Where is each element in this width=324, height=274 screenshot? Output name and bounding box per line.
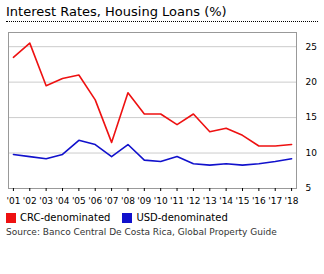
svg-text:'13: '13 [203, 196, 217, 206]
html-text:Interest Rates, Housing Loans: Interest Rates, Housing Loans (%) [6, 4, 227, 19]
svg-text:'03: '03 [39, 196, 53, 206]
html-text:USD-denominated: USD-denominated [136, 212, 228, 223]
svg-text:'01: '01 [6, 196, 20, 206]
svg-text:'02: '02 [23, 196, 37, 206]
svg-text:5: 5 [306, 183, 312, 193]
svg-text:'18: '18 [285, 196, 299, 206]
svg-text:'12: '12 [186, 196, 200, 206]
svg-text:15: 15 [306, 112, 317, 122]
svg-text:'14: '14 [219, 196, 233, 206]
svg-text:25: 25 [306, 42, 317, 52]
svg-text:'11: '11 [170, 196, 184, 206]
svg-text:'16: '16 [252, 196, 266, 206]
svg-text:20: 20 [306, 77, 318, 87]
html-text:Source: Banco Central De Costa: Source: Banco Central De Costa Rica, Glo… [6, 227, 277, 237]
svg-text:'15: '15 [236, 196, 250, 206]
svg-text:'17: '17 [268, 196, 282, 206]
svg-text:10: 10 [306, 148, 318, 158]
svg-text:'05: '05 [72, 196, 86, 206]
html-text:CRC-denominated: CRC-denominated [20, 212, 111, 223]
svg-text:'09: '09 [137, 196, 151, 206]
svg-text:'04: '04 [56, 196, 70, 206]
svg-text:'08: '08 [121, 196, 135, 206]
svg-text:'07: '07 [105, 196, 119, 206]
svg-text:'10: '10 [154, 196, 168, 206]
svg-text:'06: '06 [88, 196, 102, 206]
